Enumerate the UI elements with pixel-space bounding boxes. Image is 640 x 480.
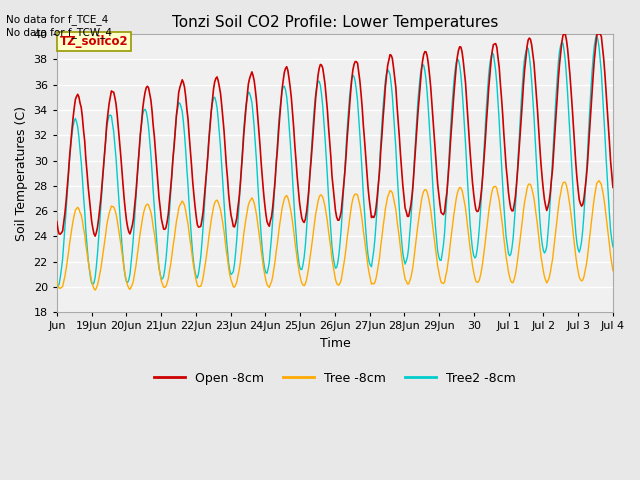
Open -8cm [392,84,399,90]
Tree2 -8cm [53,281,61,287]
Open -8cm [227,212,235,218]
Tree -8cm [559,180,567,186]
Tree2 -8cm [609,244,617,250]
Open -8cm [559,33,567,38]
Open -8cm [92,233,99,239]
Open -8cm [561,31,568,37]
Tree -8cm [463,216,470,221]
Legend: Open -8cm, Tree -8cm, Tree2 -8cm: Open -8cm, Tree -8cm, Tree2 -8cm [149,367,521,390]
Line: Open -8cm: Open -8cm [57,34,613,236]
Tree2 -8cm [227,272,235,277]
Line: Tree -8cm: Tree -8cm [57,180,613,290]
Open -8cm [53,218,61,224]
Tree -8cm [365,270,373,276]
Open -8cm [463,97,470,103]
Tree2 -8cm [54,284,62,289]
Tree -8cm [609,268,617,274]
Line: Tree2 -8cm: Tree2 -8cm [57,35,613,287]
Tree -8cm [227,277,235,283]
Tree2 -8cm [463,163,470,168]
X-axis label: Time: Time [319,337,350,350]
Tree -8cm [289,219,296,225]
Text: TZ_soilco2: TZ_soilco2 [60,36,128,48]
Tree -8cm [392,207,399,213]
Tree -8cm [92,287,99,293]
Tree -8cm [595,178,603,183]
Tree2 -8cm [593,32,600,37]
Open -8cm [289,109,296,115]
Tree2 -8cm [289,175,296,181]
Open -8cm [609,184,617,190]
Tree -8cm [53,278,61,284]
Tree2 -8cm [365,259,373,265]
Open -8cm [365,196,373,202]
Y-axis label: Soil Temperatures (C): Soil Temperatures (C) [15,106,28,240]
Tree2 -8cm [559,41,567,47]
Text: No data for f_TCE_4
No data for f_TCW_4: No data for f_TCE_4 No data for f_TCW_4 [6,14,113,38]
Title: Tonzi Soil CO2 Profile: Lower Temperatures: Tonzi Soil CO2 Profile: Lower Temperatur… [172,15,498,30]
Tree2 -8cm [392,145,399,151]
